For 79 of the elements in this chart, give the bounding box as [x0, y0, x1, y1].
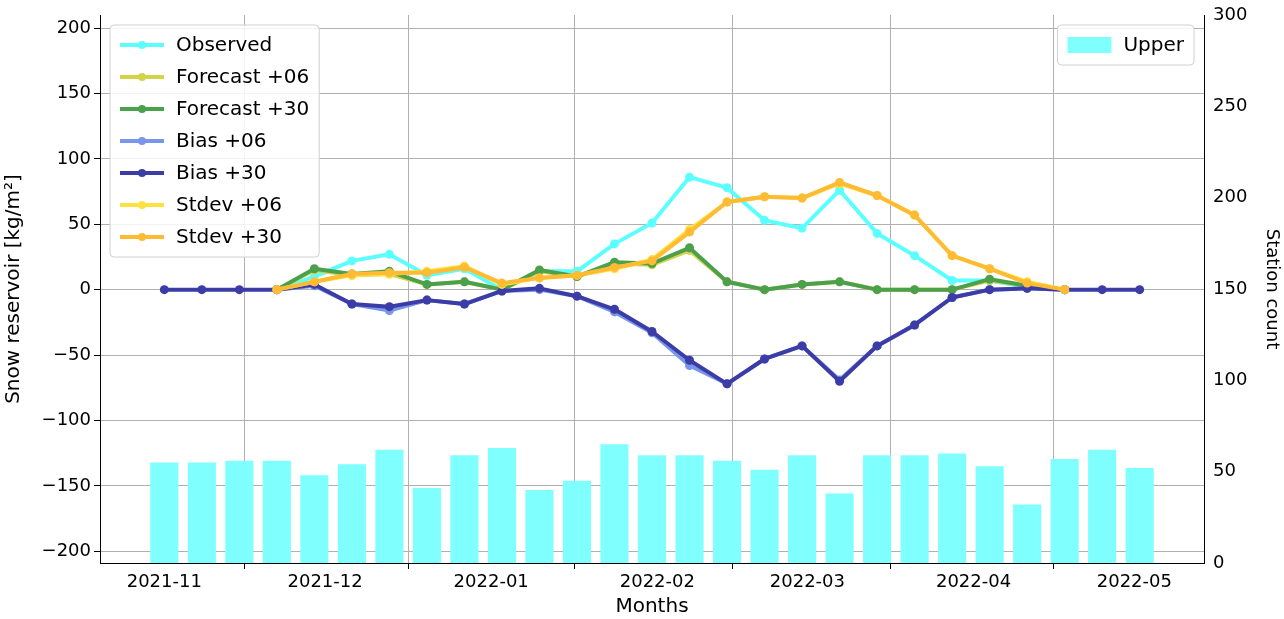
y-tick-label: 150	[56, 81, 91, 103]
legend-label: Bias +30	[176, 160, 267, 185]
point	[159, 285, 169, 295]
bar	[337, 464, 366, 563]
bar	[1125, 468, 1154, 563]
x-tick-label: 2022-02	[619, 570, 695, 592]
y-tick-label: −150	[41, 473, 91, 495]
legend-label: Stdev +06	[176, 192, 282, 217]
point	[1097, 285, 1107, 295]
point	[722, 183, 732, 193]
point	[197, 285, 207, 295]
y-tick-label: −100	[41, 408, 91, 430]
legend-label: Forecast +30	[176, 96, 310, 121]
y2-tick-label: 250	[1213, 94, 1248, 116]
bar	[375, 449, 404, 563]
bar	[187, 462, 216, 563]
y-tick-label: 0	[79, 277, 91, 299]
legend-label: Stdev +30	[176, 224, 282, 249]
bar	[787, 455, 817, 563]
bar	[225, 460, 254, 563]
bar	[1050, 458, 1079, 563]
x-tick-label: 2022-04	[935, 570, 1012, 592]
point	[947, 276, 957, 285]
bar	[1013, 504, 1042, 563]
bar	[262, 460, 291, 563]
legend-label: Upper	[1123, 32, 1185, 57]
bar	[450, 455, 479, 563]
legend-label: Bias +06	[176, 128, 267, 153]
point	[609, 239, 619, 249]
point	[685, 172, 695, 182]
bar	[863, 455, 892, 563]
bar	[1088, 449, 1117, 563]
point	[384, 302, 394, 312]
y2-tick-label: 0	[1213, 550, 1225, 572]
bar	[150, 462, 179, 563]
bar	[600, 444, 629, 563]
legend-label: Observed	[176, 32, 273, 57]
y2-tick-label: 100	[1213, 368, 1248, 390]
bar	[675, 455, 704, 563]
point	[647, 218, 657, 228]
y-axis-title: Snow reservoir [kg/m²]	[0, 174, 25, 404]
bar	[487, 447, 517, 563]
point	[760, 215, 770, 225]
point	[347, 256, 357, 266]
point	[1135, 285, 1145, 295]
bar	[637, 455, 667, 563]
y-tick-label: 50	[68, 211, 91, 233]
point	[685, 355, 695, 365]
y-tick-label: −200	[41, 538, 91, 560]
x-tick-label: 2021-12	[287, 570, 363, 592]
bar	[562, 480, 592, 563]
legend-label: Forecast +06	[176, 64, 310, 89]
bar	[300, 475, 329, 563]
point	[872, 228, 882, 238]
x-tick-label: 2022-01	[453, 570, 529, 592]
x-tick-label: 2022-03	[769, 570, 846, 592]
bar	[750, 469, 779, 563]
bar	[412, 488, 441, 563]
point	[910, 251, 920, 261]
y2-tick-label: 150	[1213, 276, 1248, 298]
bar	[525, 489, 554, 563]
point	[797, 223, 807, 233]
y-tick-label: 100	[56, 146, 91, 168]
x-tick-label: 2022-05	[1096, 570, 1172, 592]
y-tick-label: 200	[56, 15, 91, 37]
point	[384, 249, 394, 259]
bar	[825, 493, 854, 563]
bar	[712, 460, 742, 563]
x-tick-label: 2021-11	[126, 570, 202, 592]
bar	[900, 455, 929, 563]
y2-tick-label: 200	[1213, 185, 1248, 207]
bar	[938, 453, 967, 563]
y-tick-label: −50	[53, 342, 91, 364]
bar	[975, 466, 1004, 563]
y2-axis-title: Station count	[1262, 228, 1284, 350]
x-axis-title: Months	[615, 593, 689, 618]
point	[234, 285, 244, 295]
y2-tick-label: 50	[1213, 459, 1236, 481]
y2-tick-label: 300	[1213, 2, 1248, 24]
